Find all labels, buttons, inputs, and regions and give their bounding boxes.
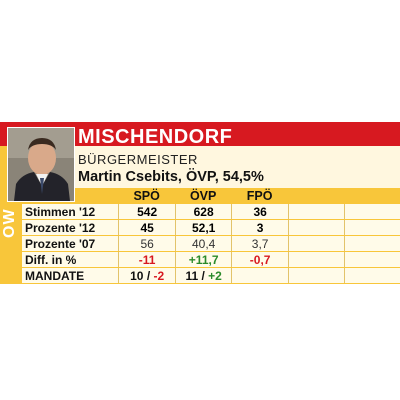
party-header: SPÖ <box>133 188 160 203</box>
results-table: SPÖ ÖVP FPÖ Stimmen '12 542 628 36 Proze… <box>22 187 400 284</box>
cell: 40,4 <box>174 236 232 251</box>
cell: -0,7 <box>231 252 288 267</box>
row-label: Prozente '12 <box>22 220 119 235</box>
side-strip <box>0 180 22 284</box>
party-header: ÖVP <box>189 188 217 203</box>
cell: -11 <box>118 252 175 267</box>
row-label: MANDATE <box>22 268 119 283</box>
mandate-count: 11 <box>185 268 199 283</box>
cell: 542 <box>118 204 175 219</box>
table-row: Diff. in % -11 +11,7 -0,7 <box>22 252 400 267</box>
mandate-count: 10 <box>130 268 144 283</box>
mandate-separator: / <box>146 268 151 283</box>
mandate-cell <box>231 268 288 283</box>
election-result-card: OW MISCHENDORF BÜRGERMEISTER Martin Cseb… <box>0 122 400 284</box>
cell: 56 <box>118 236 175 251</box>
mandate-cell: 11 / +2 <box>174 268 232 283</box>
table-header-row: SPÖ ÖVP FPÖ <box>22 188 400 203</box>
cell: 628 <box>174 204 232 219</box>
cell: 3,7 <box>231 236 288 251</box>
cell: 36 <box>231 204 288 219</box>
info-background <box>75 146 400 188</box>
mandate-change: +2 <box>208 268 222 283</box>
cell: 3 <box>231 220 288 235</box>
mayor-photo <box>7 127 75 202</box>
row-label: Diff. in % <box>22 252 119 267</box>
side-label: OW <box>1 208 18 238</box>
row-label: Stimmen '12 <box>22 204 119 219</box>
mandate-change: -2 <box>153 268 165 283</box>
table-row: Prozente '07 56 40,4 3,7 <box>22 236 400 251</box>
cell: 52,1 <box>174 220 232 235</box>
table-row: Stimmen '12 542 628 36 <box>22 204 400 219</box>
mandate-cell: 10 / -2 <box>118 268 175 283</box>
row-label: Prozente '07 <box>22 236 119 251</box>
party-header: FPÖ <box>246 188 273 203</box>
municipality-title: MISCHENDORF <box>78 126 233 148</box>
role-label: BÜRGERMEISTER <box>78 152 198 167</box>
table-row: MANDATE 10 / -2 11 / +2 <box>22 268 400 283</box>
table-row: Prozente '12 45 52,1 3 <box>22 220 400 235</box>
mandate-separator: / <box>201 268 205 283</box>
cell: 45 <box>118 220 175 235</box>
mayor-name: Martin Csebits, ÖVP, 54,5% <box>78 169 264 185</box>
cell: +11,7 <box>174 252 232 267</box>
